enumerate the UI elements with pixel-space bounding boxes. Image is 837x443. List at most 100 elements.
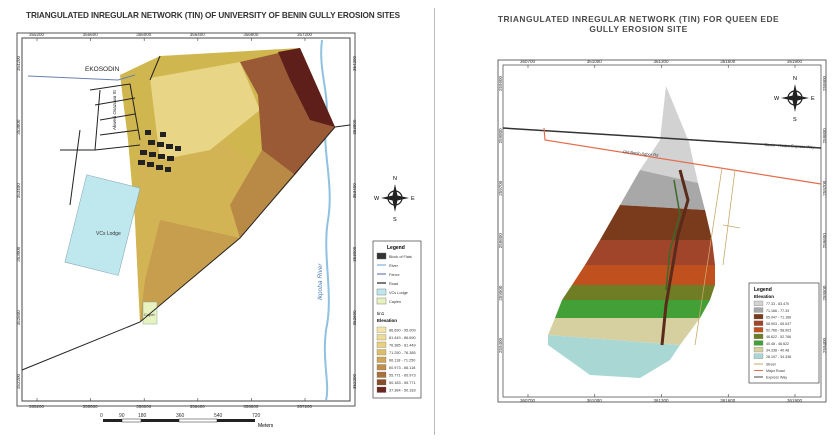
- ub-elevation-label: 81.449 - 86.690: [389, 336, 416, 340]
- ub-legend-elevation-title: Elevation: [377, 318, 397, 323]
- ub-elevation-label: 50.183 - 55.771: [389, 381, 416, 385]
- queen-ede-north-label: N: [793, 76, 797, 82]
- expressway-label: Benin - Asaba Express Way: [765, 142, 815, 150]
- queen-ede-x-tick-label: 361600: [720, 59, 736, 64]
- ub-x-tick-label: 356000: [136, 32, 152, 37]
- queen-ede-y-tick-label: 259400: [822, 337, 827, 353]
- ub-west-label: W: [374, 196, 380, 202]
- ub-legend-label: VCs Lodge: [389, 291, 408, 295]
- ub-east-label: E: [411, 196, 415, 202]
- ub-elevation-label: 86.690 - 95.009: [389, 329, 416, 333]
- queen-ede-y-tick-label: 259600: [822, 233, 827, 249]
- ub-legend-items: Block of Flats River Fence Road VCs Lodge Cap…: [376, 252, 412, 305]
- ub-elevation-swatch: [376, 386, 387, 393]
- river-label: Ikpoba River: [317, 263, 324, 300]
- queen-ede-elevation-swatch: [753, 314, 764, 320]
- ub-elevation-label: 71.250 - 76.385: [389, 351, 416, 355]
- queen-ede-south-label: S: [793, 117, 797, 123]
- ub-y-tick-label: 354200: [352, 55, 357, 71]
- ub-x-tick-label: 357200: [297, 404, 313, 409]
- ub-legend-swatch: [376, 252, 387, 260]
- ub-scale-tick-label: 0: [100, 413, 103, 419]
- queen-ede-y-tick-label: 259500: [822, 285, 827, 301]
- queen-ede-elevation-label: 77.33 - 83.470: [766, 302, 789, 306]
- queen-ede-elevation-label: 71.166 - 77.33: [766, 309, 789, 313]
- expressway-line: [502, 127, 822, 149]
- queen-ede-legend-line-items: Street Major Road Express Way: [754, 363, 787, 380]
- queen-ede-line-label: Major Road: [766, 369, 785, 373]
- queen-ede-x-tick-label: 361300: [654, 398, 670, 403]
- ub-y-tick-label: 352200: [352, 373, 357, 389]
- road-network: [21, 55, 351, 371]
- tin-terrain-gully: [230, 150, 295, 238]
- queen-ede-y-ticks-right: 259900 259800 259700 259600 259500 259400: [822, 75, 827, 353]
- queen-ede-elevation-swatch: [753, 300, 764, 306]
- ub-x-tick-label: 356400: [190, 32, 206, 37]
- ub-scale-tick-label: 180: [138, 413, 147, 419]
- old-road-label: Old Benin Agbor Rd: [623, 149, 659, 158]
- ub-elevation-swatch: [376, 364, 387, 371]
- ub-x-tick-label: 355600: [83, 404, 99, 409]
- ub-north-label: N: [393, 176, 397, 182]
- queen-ede-elevation-label: 65.047 - 71.166: [766, 315, 791, 319]
- ub-y-tick-label: 353800: [352, 119, 357, 135]
- queen-ede-y-tick-label: 259800: [822, 128, 827, 144]
- queen-ede-elevation-label: 46.622 - 52.766: [766, 335, 791, 339]
- ub-y-ticks-left: 354200 353800 353400 353000 352600 352200: [16, 55, 21, 389]
- ub-x-ticks-top: 355200 355600 356000 356400 356800 357200: [29, 32, 313, 41]
- ub-north-arrow: N S E W: [374, 176, 415, 223]
- street-lines: [694, 167, 741, 346]
- ub-x-tick-label: 355600: [83, 32, 99, 37]
- ub-legend-box: [372, 240, 422, 399]
- ub-elevation-swatch: [376, 356, 387, 363]
- ub-elevation-label: 55.771 - 60.973: [389, 374, 416, 378]
- queen-ede-north-arrow: N S E W: [774, 76, 815, 123]
- queen-ede-tin-map: 360700 361000 361300 361600 361900 360700 361…: [497, 59, 827, 403]
- ub-x-tick-label: 356000: [136, 404, 152, 409]
- queen-ede-x-ticks-bottom: 360700 361000 361300 361600 361900: [520, 394, 803, 403]
- queen-ede-y-tick-label: 259500: [498, 285, 503, 301]
- ub-legend-swatch: [376, 288, 387, 296]
- ub-scale-bar: 0 90 180 360 540 720 Meters: [100, 413, 274, 429]
- queen-ede-east-label: E: [811, 96, 815, 102]
- queen-ede-x-tick-label: 361900: [787, 59, 803, 64]
- ub-elevation-label: 60.973 - 66.118: [389, 366, 415, 370]
- vcs-lodge: [64, 174, 141, 276]
- ikpoba-river: [320, 39, 331, 401]
- queen-ede-elevation-swatch: [753, 340, 764, 346]
- queen-ede-legend-elevation-items: 77.33 - 83.470 71.166 - 77.33 65.047 - 71.…: [753, 300, 791, 359]
- ub-legend-label: Block of Flats: [389, 255, 412, 259]
- ub-y-tick-label: 353400: [16, 183, 21, 199]
- ub-scale-tick-label: 540: [214, 413, 223, 419]
- queen-ede-y-tick-label: 259900: [498, 75, 503, 91]
- ub-y-tick-label: 354200: [16, 55, 21, 71]
- vcs-lodge-label: VCs Lodge: [96, 231, 121, 237]
- queen-ede-title-line1: TRIANGULATED INREGULAR NETWORK (TIN) FOR…: [497, 14, 780, 24]
- ub-elevation-swatch: [376, 341, 387, 348]
- ub-tin-map: 355200 355600 356000 356400 356800 357200 355…: [16, 32, 422, 429]
- ub-x-tick-label: 356800: [243, 404, 259, 409]
- ub-tin-map-panel: TRIANGULATED INREGULAR NETWORK (TIN) OF …: [16, 11, 422, 429]
- ub-scale-tick-label: 90: [119, 413, 125, 419]
- ub-x-tick-label: 356400: [190, 404, 206, 409]
- queen-ede-line-label: Street: [766, 363, 776, 367]
- ub-elevation-label: 37.384 - 50.183: [389, 389, 416, 393]
- queen-ede-elevation-label: 40.48 - 46.622: [766, 342, 789, 346]
- queen-ede-x-tick-label: 361900: [787, 398, 803, 403]
- ub-legend-elevation-items: 86.690 - 95.009 81.449 - 86.690 76.385 - 8…: [376, 326, 416, 393]
- ub-map-title: TRIANGULATED INREGULAR NETWORK (TIN) OF …: [26, 11, 400, 20]
- queen-ede-y-tick-label: 259400: [498, 337, 503, 353]
- queen-ede-elevation-label: 34.338 - 40.48: [766, 348, 789, 352]
- ub-scale-unit: Meters: [258, 423, 274, 429]
- ekosodin-label: EKOSODIN: [85, 66, 120, 73]
- queen-ede-x-tick-label: 360700: [520, 398, 536, 403]
- queen-ede-elevation-swatch: [753, 347, 764, 353]
- ub-y-tick-label: 352600: [16, 310, 21, 326]
- ub-elevation-label: 66.118 - 71.250: [389, 359, 415, 363]
- queen-ede-y-tick-label: 259700: [822, 180, 827, 196]
- ub-y-ticks-right: 354200 353800 353400 353000 352600 352200: [352, 55, 357, 389]
- ub-legend-title: Legend: [387, 245, 405, 251]
- queen-ede-y-tick-label: 259800: [498, 128, 503, 144]
- ub-y-tick-label: 352600: [352, 310, 357, 326]
- ub-y-tick-label: 352200: [16, 373, 21, 389]
